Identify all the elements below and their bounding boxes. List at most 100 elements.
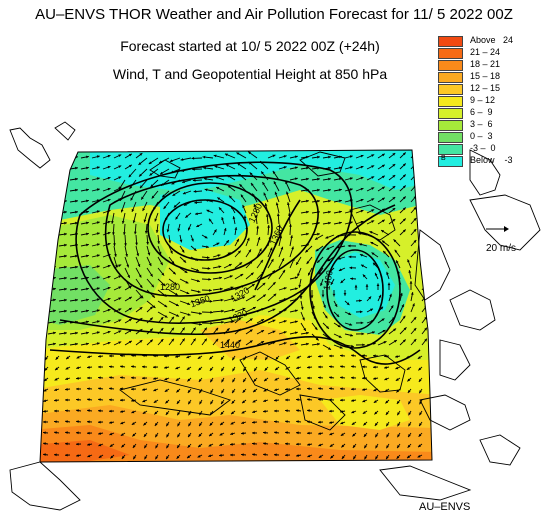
wind-vector-head — [54, 442, 57, 446]
wind-vector-head — [393, 239, 397, 243]
wind-vector-head — [296, 261, 299, 265]
wind-vector-head — [64, 342, 67, 346]
wind-vector-head — [114, 254, 117, 257]
wind-vector-head — [376, 283, 380, 286]
wind-vector-head — [185, 280, 189, 284]
wind-vector-head — [177, 445, 180, 449]
wind-vector-head — [171, 181, 175, 185]
wind-vector-head — [219, 453, 222, 457]
wind-vector-head — [241, 421, 245, 425]
wind-vector-head — [243, 357, 246, 361]
wind-vector-head — [219, 287, 223, 291]
wind-vector-head — [196, 224, 200, 227]
wind-vector-head — [176, 401, 180, 404]
wind-vector-head — [261, 319, 265, 322]
wind-vector-head — [203, 166, 206, 170]
wind-vector-head — [362, 399, 366, 403]
wind-vector-head — [230, 432, 234, 436]
wind-vector-head — [141, 196, 144, 200]
wind-vector-head — [351, 376, 354, 380]
wind-vector-head — [307, 409, 310, 413]
wind-vector-head — [392, 316, 395, 320]
wind-vector — [421, 272, 428, 280]
wind-vector-head — [54, 398, 57, 402]
wind-vector-head — [96, 177, 100, 181]
wind-vector-head — [86, 199, 89, 203]
wind-vector-head — [221, 368, 224, 372]
wind-vector-head — [274, 431, 277, 435]
wind-vector-head — [403, 327, 407, 331]
wind-vector-head — [418, 444, 421, 448]
wind-vector-head — [169, 159, 173, 163]
wind-vector — [47, 211, 56, 214]
wind-vector-head — [329, 444, 333, 447]
wind-vector-head — [76, 431, 79, 435]
wind-vector-head — [230, 205, 234, 209]
wind-vector — [58, 178, 67, 181]
wind-vector-head — [265, 357, 268, 361]
wind-vector-head — [149, 339, 153, 343]
wind-vector-head — [393, 328, 397, 332]
wind-vector-head — [86, 155, 89, 159]
wind-vector-head — [347, 233, 350, 237]
wind-vector-head — [413, 338, 417, 342]
wind-vector-head — [87, 398, 90, 402]
wind-vector-head — [283, 331, 287, 334]
wind-vector-head — [406, 367, 410, 370]
wind-vector-head — [230, 442, 233, 446]
wind-vector-head — [359, 254, 363, 257]
legend-label: 21 – 24 — [470, 47, 501, 57]
wind-vector-head — [221, 309, 224, 313]
wind-vector-head — [274, 453, 277, 457]
wind-vector-head — [288, 213, 291, 216]
wind-vector-head — [128, 164, 132, 168]
wind-vector-head — [220, 357, 224, 360]
wind-vector-head — [238, 328, 242, 332]
wind-vector-head — [139, 296, 143, 299]
wind-vector-head — [96, 188, 100, 192]
wind-vector-head — [43, 420, 46, 424]
wind-vector-head — [98, 455, 102, 458]
wind-vector-head — [296, 431, 299, 435]
wind-vector-head — [239, 262, 243, 266]
wind-vector-head — [53, 199, 56, 203]
wind-vector-head — [118, 319, 122, 322]
wind-vector-head — [210, 379, 213, 383]
wind-vector-head — [198, 367, 202, 371]
wind-vector-head — [128, 340, 132, 344]
wind-vector-head — [249, 318, 253, 322]
wind-vector-head — [286, 202, 290, 206]
legend-row: 15 – 18 — [438, 71, 548, 84]
wind-vector-head — [260, 259, 263, 263]
wind-vector-head — [248, 249, 251, 253]
wind-vector-head — [365, 284, 369, 287]
wind-vector-head — [358, 232, 362, 235]
wind-vector-head — [402, 207, 406, 211]
wind-vector-head — [170, 250, 173, 254]
wind-vector-head — [381, 186, 385, 190]
wind-vector-head — [98, 376, 101, 380]
wind-vector-head — [107, 253, 111, 257]
wind-vector-head — [285, 420, 288, 424]
wind-vector-head — [120, 354, 123, 358]
wind-vector-head — [385, 412, 389, 415]
wind-vector-head — [75, 188, 78, 192]
wind-vector-head — [187, 378, 191, 382]
wind-vector-head — [45, 357, 48, 361]
wind-vector-head — [307, 376, 310, 380]
wind-vector-head — [218, 265, 222, 269]
wind-vector-head — [107, 220, 111, 224]
wind-vector-head — [75, 320, 78, 324]
wind-vector-head — [424, 228, 427, 232]
wind-vector-head — [199, 322, 202, 326]
wind-vector-head — [175, 303, 179, 307]
wind-vector-head — [126, 264, 130, 268]
wind-vector-head — [317, 199, 320, 203]
wind-vector-head — [362, 376, 365, 380]
wind-vector-head — [237, 250, 241, 254]
wind-vector-head — [121, 220, 125, 224]
wind-vector-head — [120, 365, 123, 369]
wind-vector-head — [351, 387, 354, 391]
wind-vector-head — [118, 198, 122, 201]
coastlines — [9, 121, 541, 511]
